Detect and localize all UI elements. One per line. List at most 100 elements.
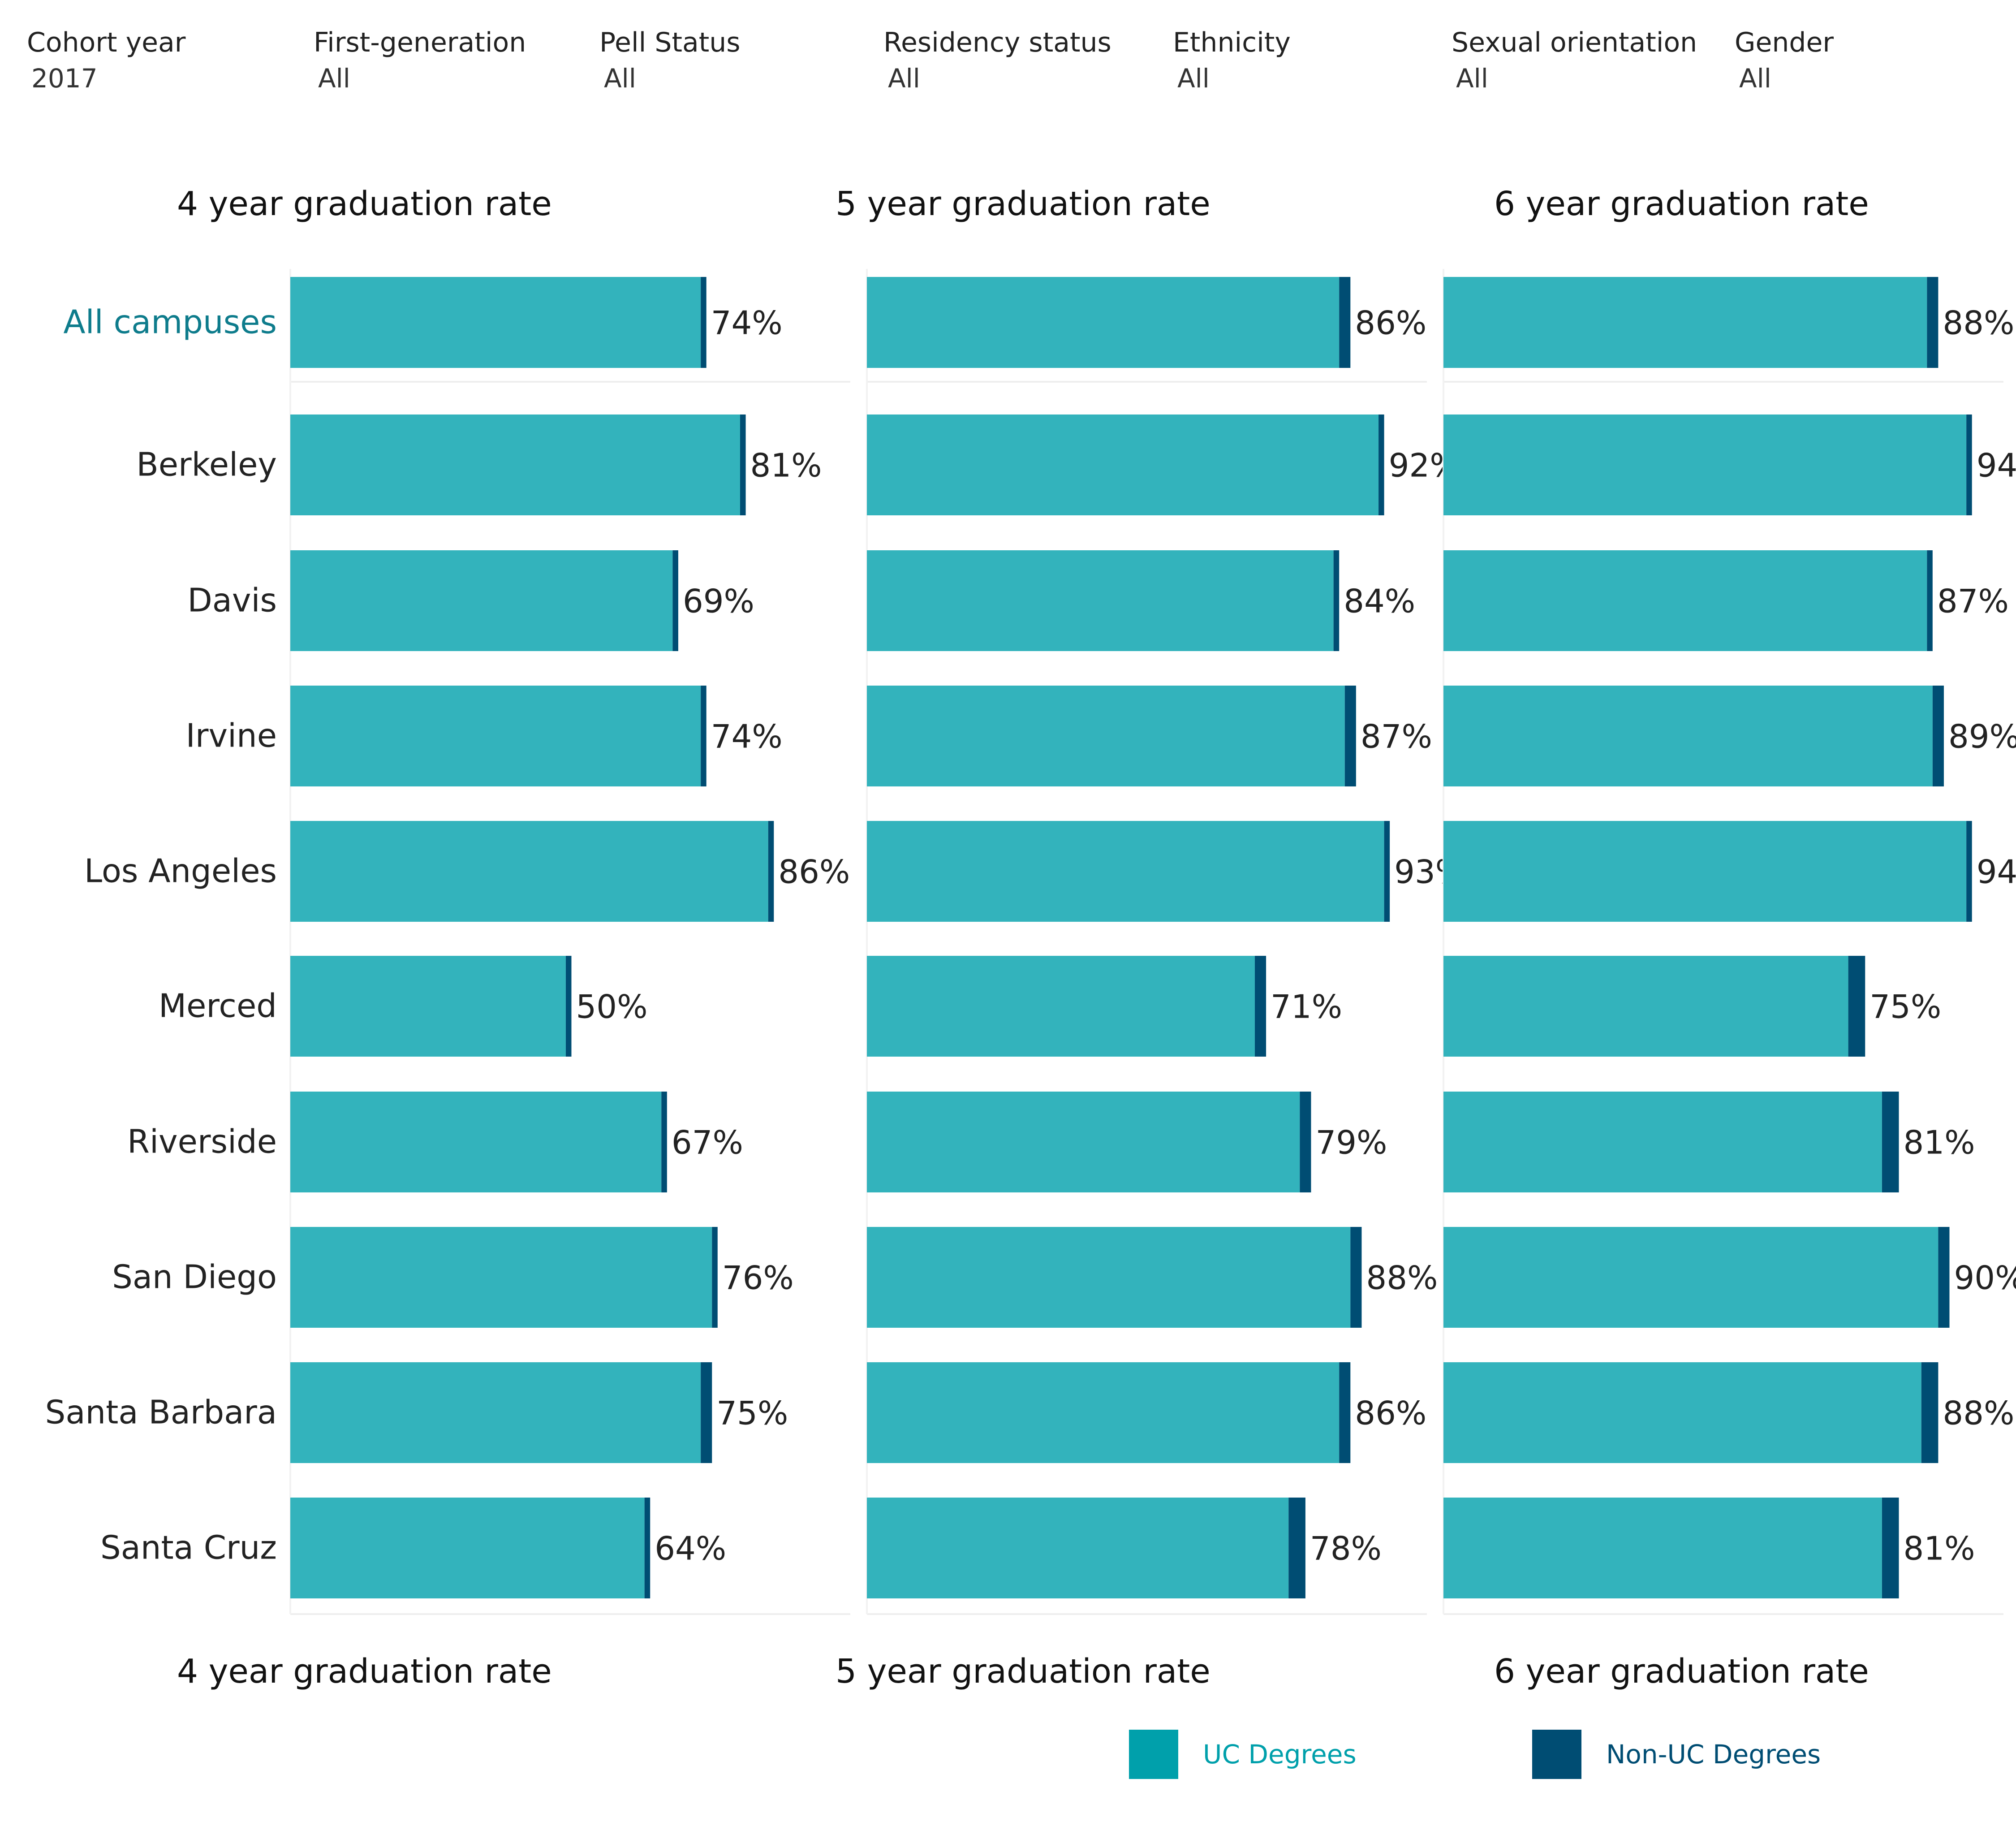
bar-non-uc-santa-cruz-5yr[interactable] (1288, 1498, 1305, 1598)
legend-item-uc[interactable]: UC Degrees (1129, 1730, 1357, 1779)
bar-uc-los-angeles-6yr[interactable] (1443, 821, 1967, 922)
data-label-santa-barbara-5yr: 86% (1355, 1395, 1426, 1432)
bar-non-uc-santa-cruz-6yr[interactable] (1882, 1498, 1899, 1598)
bar-uc-santa-barbara-4yr[interactable] (290, 1362, 701, 1463)
bar-non-uc-riverside-6yr[interactable] (1882, 1092, 1899, 1192)
bar-non-uc-irvine-6yr[interactable] (1932, 686, 1944, 786)
filter-value[interactable]: All (604, 63, 636, 94)
bar-uc-san-diego-5yr[interactable] (867, 1227, 1351, 1328)
data-label-riverside-5yr: 79% (1315, 1124, 1387, 1161)
bar-uc-irvine-6yr[interactable] (1443, 686, 1933, 786)
filter-ethnicity[interactable]: Ethnicity All (1173, 25, 1291, 96)
bar-uc-los-angeles-5yr[interactable] (867, 821, 1384, 922)
category-label-riverside: Riverside (127, 1123, 277, 1161)
bar-uc-merced-5yr[interactable] (867, 956, 1255, 1057)
bar-non-uc-berkeley-4yr[interactable] (740, 414, 746, 515)
filter-label: First-generation (314, 27, 526, 58)
filter-residency-status[interactable]: Residency status All (883, 25, 1111, 96)
bar-non-uc-san-diego-5yr[interactable] (1350, 1227, 1362, 1328)
filter-value[interactable]: All (1456, 63, 1488, 94)
data-label-santa-cruz-5yr: 78% (1310, 1530, 1382, 1567)
bar-uc-santa-barbara-5yr[interactable] (867, 1362, 1340, 1463)
legend-item-non-uc[interactable]: Non-UC Degrees (1532, 1730, 1821, 1779)
bar-uc-irvine-4yr[interactable] (290, 686, 701, 786)
panel-title-top-4-year: 4 year graduation rate (177, 185, 552, 223)
panel-title-bottom-5-year: 5 year graduation rate (836, 1652, 1210, 1691)
bar-uc-all-campuses-5yr[interactable] (867, 277, 1340, 368)
bar-uc-santa-cruz-4yr[interactable] (290, 1498, 645, 1598)
bar-uc-davis-6yr[interactable] (1443, 550, 1927, 651)
bar-non-uc-berkeley-6yr[interactable] (1966, 414, 1972, 515)
bar-uc-santa-cruz-5yr[interactable] (867, 1498, 1289, 1598)
bar-non-uc-santa-cruz-4yr[interactable] (644, 1498, 650, 1598)
filter-label: Ethnicity (1173, 27, 1291, 58)
bar-uc-berkeley-6yr[interactable] (1443, 414, 1967, 515)
filter-first-generation[interactable]: First-generation All (314, 25, 526, 96)
bar-non-uc-los-angeles-6yr[interactable] (1966, 821, 1972, 922)
bar-non-uc-davis-5yr[interactable] (1333, 550, 1340, 651)
bar-uc-riverside-6yr[interactable] (1443, 1092, 1882, 1192)
bar-non-uc-irvine-4yr[interactable] (701, 686, 706, 786)
filter-pell-status[interactable]: Pell Status All (599, 25, 741, 96)
bar-non-uc-merced-6yr[interactable] (1848, 956, 1865, 1057)
bar-non-uc-los-angeles-4yr[interactable] (768, 821, 774, 922)
panel-title-bottom-4-year: 4 year graduation rate (177, 1652, 552, 1691)
panel-title-bottom-6-year: 6 year graduation rate (1494, 1652, 1869, 1691)
bar-uc-all-campuses-6yr[interactable] (1443, 277, 1927, 368)
bar-non-uc-merced-5yr[interactable] (1254, 956, 1266, 1057)
bar-uc-davis-4yr[interactable] (290, 550, 673, 651)
bar-uc-san-diego-4yr[interactable] (290, 1227, 712, 1328)
data-label-santa-barbara-4yr: 75% (716, 1395, 788, 1432)
bar-uc-davis-5yr[interactable] (867, 550, 1334, 651)
data-label-davis-4yr: 69% (683, 583, 754, 620)
filter-sexual-orientation[interactable]: Sexual orientation All (1452, 25, 1697, 96)
category-label-irvine: Irvine (186, 717, 277, 755)
data-label-los-angeles-6yr: 94% (1977, 853, 2016, 891)
bar-uc-merced-4yr[interactable] (290, 956, 566, 1057)
bar-non-uc-all-campuses-5yr[interactable] (1339, 277, 1351, 368)
bar-non-uc-all-campuses-4yr[interactable] (701, 277, 706, 368)
data-label-irvine-5yr: 87% (1361, 718, 1432, 756)
panel-title-top-6-year: 6 year graduation rate (1494, 185, 1869, 223)
bar-non-uc-riverside-5yr[interactable] (1300, 1092, 1311, 1192)
bar-non-uc-irvine-5yr[interactable] (1344, 686, 1356, 786)
data-label-berkeley-6yr: 94% (1977, 447, 2016, 484)
category-label-all-campuses[interactable]: All campuses (63, 303, 277, 341)
filter-cohort-year[interactable]: Cohort year 2017 (27, 25, 185, 96)
bar-non-uc-santa-barbara-5yr[interactable] (1339, 1362, 1351, 1463)
data-label-los-angeles-4yr: 86% (778, 853, 850, 891)
filter-gender[interactable]: Gender All (1735, 25, 1834, 96)
filter-value[interactable]: All (1177, 63, 1210, 94)
bar-non-uc-santa-barbara-6yr[interactable] (1921, 1362, 1938, 1463)
bar-non-uc-all-campuses-6yr[interactable] (1927, 277, 1938, 368)
bar-non-uc-davis-4yr[interactable] (672, 550, 678, 651)
data-label-santa-cruz-6yr: 81% (1904, 1530, 1975, 1567)
filter-value[interactable]: All (318, 63, 350, 94)
bar-uc-riverside-4yr[interactable] (290, 1092, 662, 1192)
bar-non-uc-san-diego-4yr[interactable] (712, 1227, 718, 1328)
bar-non-uc-davis-6yr[interactable] (1927, 550, 1933, 651)
filter-value[interactable]: All (1739, 63, 1771, 94)
bar-uc-los-angeles-4yr[interactable] (290, 821, 768, 922)
bar-non-uc-los-angeles-5yr[interactable] (1384, 821, 1390, 922)
bar-non-uc-san-diego-6yr[interactable] (1938, 1227, 1950, 1328)
bar-non-uc-santa-barbara-4yr[interactable] (701, 1362, 712, 1463)
bar-non-uc-berkeley-5yr[interactable] (1378, 414, 1384, 515)
bar-non-uc-merced-4yr[interactable] (565, 956, 572, 1057)
bar-non-uc-riverside-4yr[interactable] (661, 1092, 667, 1192)
legend-label-uc: UC Degrees (1203, 1739, 1357, 1770)
bar-uc-berkeley-5yr[interactable] (867, 414, 1379, 515)
data-label-merced-4yr: 50% (576, 988, 648, 1026)
bar-uc-santa-barbara-6yr[interactable] (1443, 1362, 1921, 1463)
filter-value[interactable]: 2017 (31, 63, 98, 94)
filter-label: Sexual orientation (1452, 27, 1697, 58)
filter-value[interactable]: All (888, 63, 920, 94)
bar-uc-irvine-5yr[interactable] (867, 686, 1345, 786)
bar-uc-riverside-5yr[interactable] (867, 1092, 1300, 1192)
bar-uc-santa-cruz-6yr[interactable] (1443, 1498, 1882, 1598)
bar-uc-san-diego-6yr[interactable] (1443, 1227, 1938, 1328)
bar-uc-merced-6yr[interactable] (1443, 956, 1848, 1057)
bar-uc-berkeley-4yr[interactable] (290, 414, 740, 515)
data-label-irvine-6yr: 89% (1948, 718, 2016, 756)
bar-uc-all-campuses-4yr[interactable] (290, 277, 701, 368)
